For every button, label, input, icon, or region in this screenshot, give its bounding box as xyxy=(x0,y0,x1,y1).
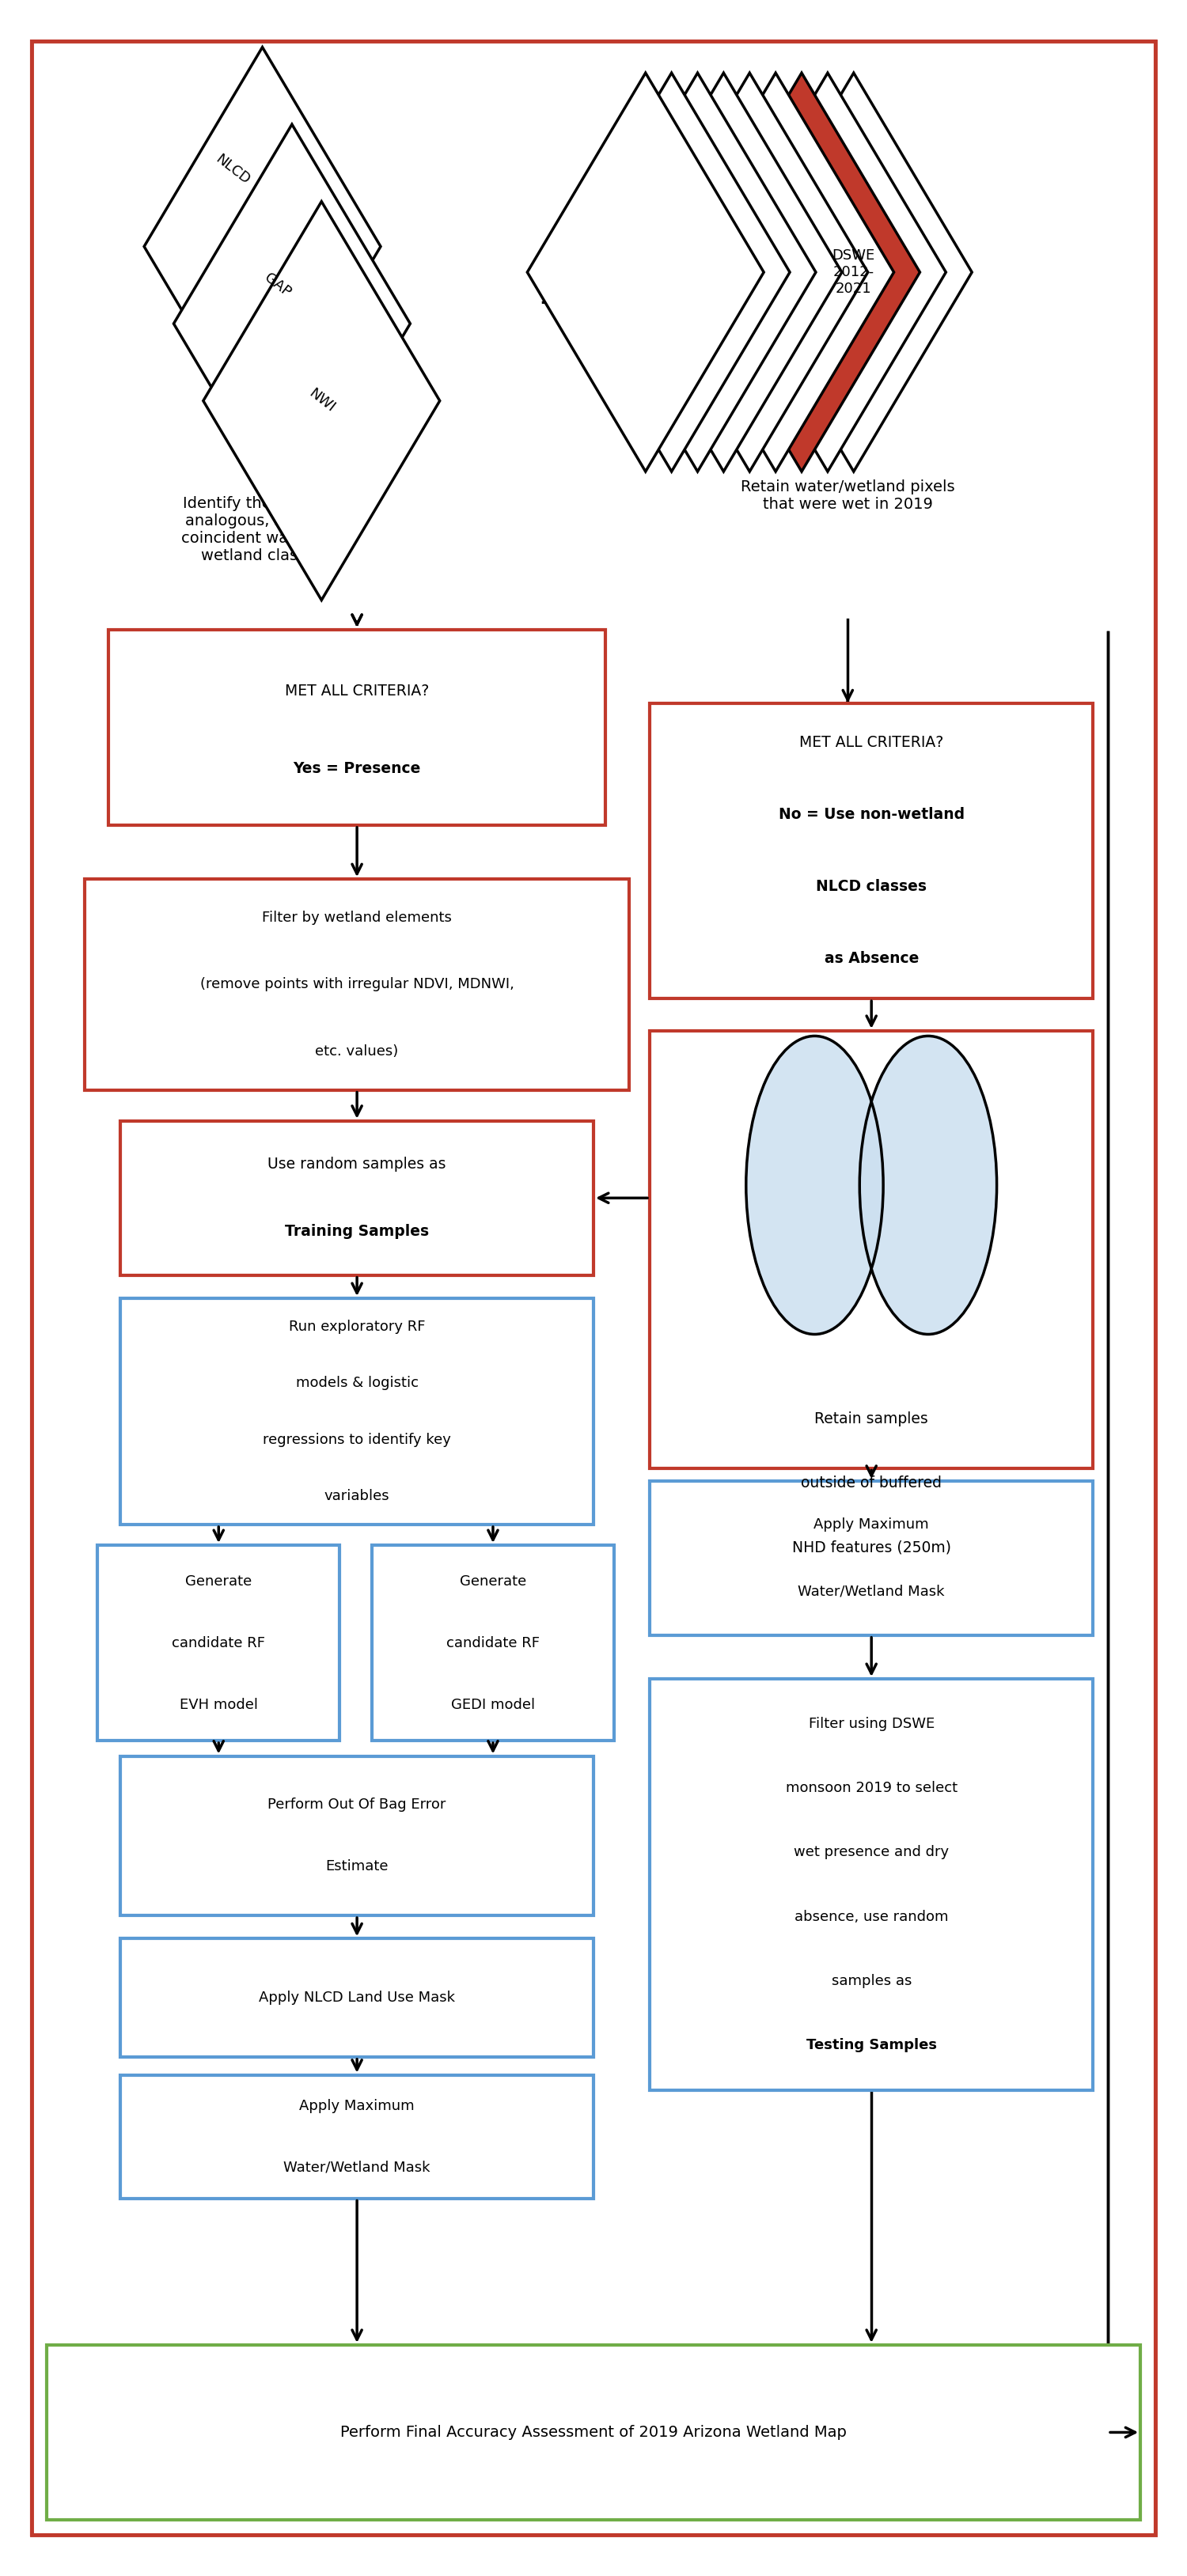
Text: Testing Samples: Testing Samples xyxy=(806,2038,937,2053)
Text: EVH model: EVH model xyxy=(179,1698,258,1710)
Text: Generate: Generate xyxy=(459,1574,526,1589)
Polygon shape xyxy=(684,72,920,471)
Polygon shape xyxy=(173,124,411,523)
Text: NLCD: NLCD xyxy=(212,152,253,188)
Text: MET ALL CRITERIA?: MET ALL CRITERIA? xyxy=(285,683,429,698)
Text: Apply Maximum: Apply Maximum xyxy=(814,1517,929,1533)
FancyBboxPatch shape xyxy=(120,1757,594,1917)
Text: NLCD classes: NLCD classes xyxy=(815,878,927,894)
Text: Retain water/wetland pixels
that were wet in 2019: Retain water/wetland pixels that were we… xyxy=(741,479,954,513)
Text: Estimate: Estimate xyxy=(325,1860,388,1873)
Text: Yes = Presence: Yes = Presence xyxy=(293,760,421,775)
FancyBboxPatch shape xyxy=(120,1298,594,1525)
Text: as Absence: as Absence xyxy=(824,951,919,966)
Text: monsoon 2019 to select: monsoon 2019 to select xyxy=(786,1780,958,1795)
Polygon shape xyxy=(203,201,439,600)
Polygon shape xyxy=(710,72,946,471)
Text: wet presence and dry: wet presence and dry xyxy=(794,1844,950,1860)
Text: Water/Wetland Mask: Water/Wetland Mask xyxy=(798,1584,945,1600)
FancyBboxPatch shape xyxy=(372,1546,614,1741)
Text: DSWE
2012-
2021: DSWE 2012- 2021 xyxy=(832,250,875,296)
Circle shape xyxy=(747,1036,883,1334)
Text: Apply Maximum: Apply Maximum xyxy=(299,2099,414,2112)
Text: regressions to identify key: regressions to identify key xyxy=(262,1432,451,1448)
Polygon shape xyxy=(736,72,972,471)
FancyBboxPatch shape xyxy=(120,2074,594,2197)
Text: MET ALL CRITERIA?: MET ALL CRITERIA? xyxy=(799,734,944,750)
Text: Filter using DSWE: Filter using DSWE xyxy=(808,1716,934,1731)
Text: NWI: NWI xyxy=(306,386,337,415)
Text: variables: variables xyxy=(324,1489,389,1504)
Text: candidate RF: candidate RF xyxy=(172,1636,266,1651)
Text: models & logistic: models & logistic xyxy=(296,1376,418,1391)
FancyBboxPatch shape xyxy=(32,41,1155,2535)
Text: (remove points with irregular NDVI, MDNWI,: (remove points with irregular NDVI, MDNW… xyxy=(199,976,514,992)
Text: +: + xyxy=(538,286,567,319)
FancyBboxPatch shape xyxy=(649,1030,1093,1468)
Text: Filter by wetland elements: Filter by wetland elements xyxy=(262,909,452,925)
FancyBboxPatch shape xyxy=(120,1940,594,2056)
Polygon shape xyxy=(658,72,894,471)
Text: Run exploratory RF: Run exploratory RF xyxy=(288,1319,425,1334)
Text: GEDI model: GEDI model xyxy=(451,1698,535,1710)
Text: NHD features (250m): NHD features (250m) xyxy=(792,1540,951,1556)
Polygon shape xyxy=(579,72,815,471)
Polygon shape xyxy=(553,72,789,471)
Text: Perform Out Of Bag Error: Perform Out Of Bag Error xyxy=(268,1798,446,1811)
Polygon shape xyxy=(144,46,381,446)
Text: absence, use random: absence, use random xyxy=(794,1909,948,1924)
FancyBboxPatch shape xyxy=(649,1481,1093,1636)
Text: Generate: Generate xyxy=(185,1574,252,1589)
FancyBboxPatch shape xyxy=(109,629,605,824)
Text: candidate RF: candidate RF xyxy=(446,1636,540,1651)
Text: samples as: samples as xyxy=(831,1973,912,1989)
Text: Identify thematically
analogous, spatially
coincident water and
wetland classes: Identify thematically analogous, spatial… xyxy=(180,495,344,564)
Circle shape xyxy=(859,1036,997,1334)
FancyBboxPatch shape xyxy=(120,1121,594,1275)
Text: Apply NLCD Land Use Mask: Apply NLCD Land Use Mask xyxy=(259,1991,455,2004)
FancyBboxPatch shape xyxy=(85,878,629,1090)
FancyBboxPatch shape xyxy=(649,703,1093,999)
Polygon shape xyxy=(631,72,868,471)
Text: Perform Final Accuracy Assessment of 2019 Arizona Wetland Map: Perform Final Accuracy Assessment of 201… xyxy=(341,2424,846,2439)
Text: Water/Wetland Mask: Water/Wetland Mask xyxy=(284,2161,431,2174)
Text: Use random samples as: Use random samples as xyxy=(268,1157,446,1172)
Text: Training Samples: Training Samples xyxy=(285,1224,429,1239)
Text: No = Use non-wetland: No = Use non-wetland xyxy=(779,806,965,822)
Text: GAP: GAP xyxy=(262,270,293,299)
Text: etc. values): etc. values) xyxy=(316,1043,399,1059)
FancyBboxPatch shape xyxy=(97,1546,339,1741)
Text: outside of buffered: outside of buffered xyxy=(801,1476,941,1492)
Text: Retain samples: Retain samples xyxy=(814,1412,928,1427)
FancyBboxPatch shape xyxy=(649,1680,1093,2089)
Polygon shape xyxy=(527,72,763,471)
FancyBboxPatch shape xyxy=(46,2344,1141,2519)
Polygon shape xyxy=(605,72,842,471)
